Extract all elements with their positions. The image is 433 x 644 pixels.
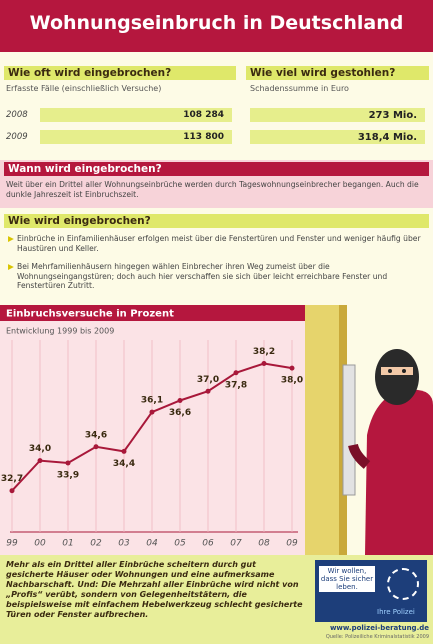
x-tick-label: 00 <box>34 539 46 549</box>
amount: 273 Mio. <box>250 108 425 122</box>
x-tick-label: 04 <box>146 539 158 549</box>
point <box>10 488 15 493</box>
title: Wohnungseinbruch in Deutschland <box>0 12 433 34</box>
section-heading: Wie wird eingebrochen? <box>4 214 429 228</box>
point <box>150 410 155 415</box>
chart-title: Einbruchsversuche in Prozent <box>6 309 174 320</box>
point <box>262 361 267 366</box>
chart-subtitle: Entwicklung 1999 bis 2009 <box>6 327 114 336</box>
point <box>122 449 127 454</box>
x-tick-label: 03 <box>118 539 130 549</box>
section-heading: Wie oft wird eingebrochen? <box>4 66 236 80</box>
illustration <box>305 305 433 555</box>
x-tick-label: 99 <box>6 539 18 549</box>
value-label: 33,9 <box>57 470 79 480</box>
value-label: 34,4 <box>113 459 135 469</box>
logo: Wir wollen, dass Sie sicher leben. Ihre … <box>315 560 427 622</box>
point <box>178 398 183 403</box>
source: Quelle: Polizeiliche Kriminalstatistik 2… <box>305 634 429 640</box>
point <box>94 444 99 449</box>
url: www.polizei-beratung.de <box>315 624 429 632</box>
header-band: Wohnungseinbruch in Deutschland <box>0 0 433 52</box>
point <box>66 460 71 465</box>
footer-text: Mehr als ein Drittel aller Einbrüche sch… <box>6 560 306 620</box>
slogan: Wir wollen, dass Sie sicher leben. <box>319 566 375 592</box>
paragraph: Weit über ein Drittel aller Wohnungseinb… <box>6 180 426 199</box>
year: 2008 <box>6 110 28 120</box>
value-label: 34,6 <box>85 430 107 440</box>
x-tick-label: 01 <box>62 539 73 549</box>
year: 2009 <box>6 132 28 142</box>
value-label: 37,8 <box>225 380 247 390</box>
value-label: 38,2 <box>253 347 275 357</box>
subtitle: Schadenssumme in Euro <box>250 84 349 93</box>
x-tick-label: 08 <box>258 539 270 549</box>
amount: 318,4 Mio. <box>250 130 425 144</box>
value-label: 34,0 <box>29 444 51 454</box>
x-tick-label: 06 <box>202 539 214 549</box>
value-label: 32,7 <box>1 474 23 484</box>
bullet-text: Bei Mehrfamilienhäusern hingegen wählen … <box>17 262 387 290</box>
point <box>290 366 295 371</box>
point <box>234 370 239 375</box>
infographic: Wohnungseinbruch in Deutschland Wie oft … <box>0 0 433 644</box>
bullet: ▶Einbrüche in Einfamilienhäuser erfolgen… <box>8 234 428 253</box>
x-tick-label: 09 <box>286 539 298 549</box>
value-label: 38,0 <box>281 376 303 386</box>
subtitle: Erfasste Fälle (einschließlich Versuche) <box>6 84 161 93</box>
value-label: 37,0 <box>197 375 219 385</box>
chart: Einbruchsversuche in Prozent Entwicklung… <box>0 305 305 555</box>
bullet: ▶Bei Mehrfamilienhäusern hingegen wählen… <box>8 262 428 291</box>
section-heading: Wann wird eingebrochen? <box>4 162 429 176</box>
point <box>206 389 211 394</box>
x-tick-label: 05 <box>174 539 186 549</box>
value-label: 36,1 <box>141 396 163 406</box>
x-tick-label: 02 <box>90 539 102 549</box>
star-emblem <box>387 568 419 600</box>
x-tick-label: 07 <box>230 539 242 549</box>
count: 113 800 <box>40 130 232 144</box>
chart-background <box>0 305 305 555</box>
brand: Ihre Polizei <box>377 608 415 616</box>
count: 108 284 <box>40 108 232 122</box>
value-label: 36,6 <box>169 408 191 418</box>
bullet-text: Einbrüche in Einfamilienhäuser erfolgen … <box>17 234 421 253</box>
point <box>38 458 43 463</box>
section-heading: Wie viel wird gestohlen? <box>246 66 429 80</box>
